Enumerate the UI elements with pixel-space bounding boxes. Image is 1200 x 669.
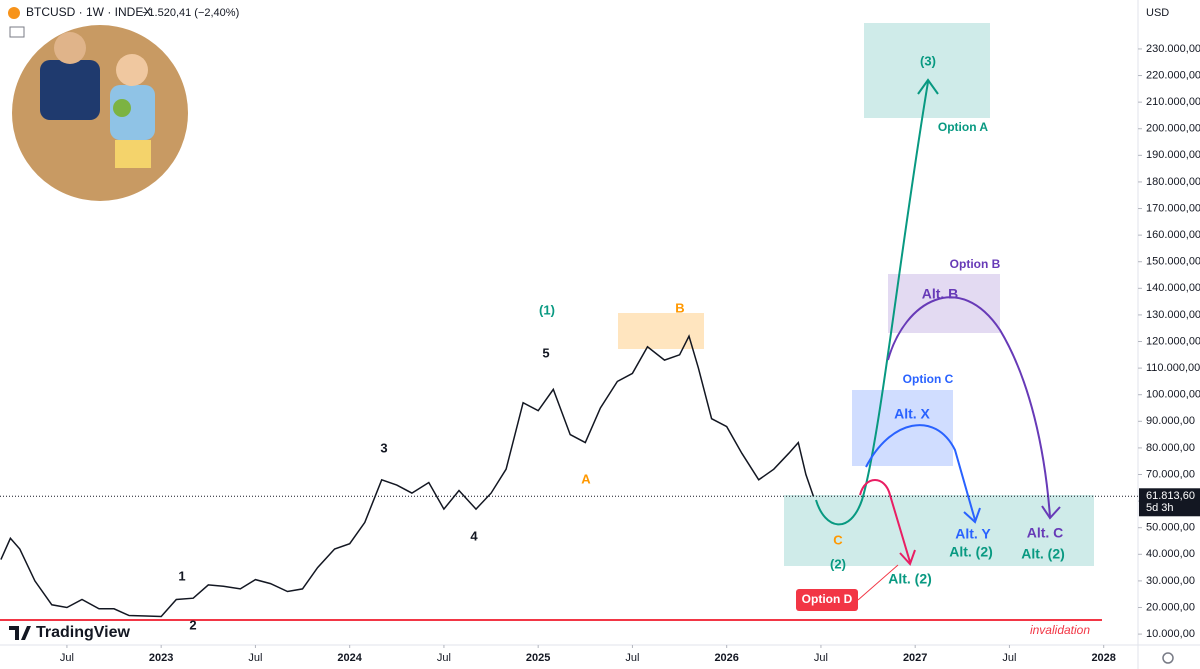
y-tick-label: 230.000,00 <box>1146 43 1200 55</box>
annotation: C <box>833 532 843 547</box>
path-option-d <box>859 479 911 563</box>
annotation: 3 <box>380 440 387 455</box>
y-tick-label: 50.000,00 <box>1146 522 1195 534</box>
annotation: Option C <box>903 372 954 386</box>
annotation: B <box>675 300 684 315</box>
y-tick-label: 210.000,00 <box>1146 96 1200 108</box>
price-tag <box>1139 488 1200 517</box>
annotation: 5 <box>542 345 549 360</box>
avatar-figure <box>110 85 155 140</box>
arrowhead <box>899 549 916 566</box>
last-price-label: 61.813,60 <box>1146 490 1195 502</box>
x-tick-label: 2028 <box>1091 652 1115 664</box>
y-tick-label: 180.000,00 <box>1146 176 1200 188</box>
x-tick-label: Jul <box>814 652 828 664</box>
y-tick-label: 40.000,00 <box>1146 548 1195 560</box>
symbol: BTCUSD · 1W · INDEX <box>26 5 151 19</box>
arrowhead <box>963 507 981 524</box>
arrowhead <box>917 78 939 95</box>
path-option-b <box>887 296 1051 518</box>
brand-logo <box>9 626 31 640</box>
annotation: 2 <box>189 617 196 632</box>
avatar-figure <box>54 32 86 64</box>
avatar-figure <box>40 60 100 120</box>
annotation: Alt. (2) <box>949 544 993 560</box>
y-tick-label: 150.000,00 <box>1146 256 1200 268</box>
y-tick-label: 20.000,00 <box>1146 601 1195 613</box>
settings-icon[interactable] <box>1162 652 1174 664</box>
label-box <box>796 589 858 611</box>
currency: USD <box>1146 7 1169 19</box>
avatar-figure <box>116 54 148 86</box>
annotation: A <box>581 471 591 486</box>
y-tick-label: 190.000,00 <box>1146 149 1200 161</box>
x-tick-label: 2026 <box>714 652 738 664</box>
annotation: Option A <box>938 120 989 134</box>
annotation: Option D <box>802 592 853 606</box>
x-tick-label: 2024 <box>337 652 362 664</box>
y-tick-label: 30.000,00 <box>1146 575 1195 587</box>
y-tick-label: 10.000,00 <box>1146 628 1195 640</box>
annotation: Alt. (2) <box>1021 546 1065 562</box>
annotation: Option B <box>950 257 1001 271</box>
x-tick-label: Jul <box>437 652 451 664</box>
x-tick-label: 2027 <box>903 652 927 664</box>
arrowhead <box>1041 505 1061 520</box>
y-tick-label: 200.000,00 <box>1146 123 1200 135</box>
y-tick-label: 140.000,00 <box>1146 282 1200 294</box>
y-tick-label: 130.000,00 <box>1146 309 1200 321</box>
y-tick-label: 120.000,00 <box>1146 335 1200 347</box>
y-tick-label: 110.000,00 <box>1146 362 1200 374</box>
target-box <box>618 313 704 349</box>
y-tick-label: 220.000,00 <box>1146 69 1200 81</box>
path-option-a <box>815 81 929 526</box>
annotation: Alt. Y <box>955 526 991 542</box>
annotation: (3) <box>920 53 936 68</box>
price-line <box>0 334 815 618</box>
annotation: 1 <box>178 568 185 583</box>
avatar <box>12 25 188 201</box>
y-tick-label: 170.000,00 <box>1146 202 1200 214</box>
annotation: Alt. C <box>1027 525 1064 541</box>
countdown: 5d 3h <box>1146 502 1174 514</box>
y-tick-label: 90.000,00 <box>1146 415 1195 427</box>
annotation: 4 <box>470 528 478 543</box>
x-tick-label: Jul <box>1002 652 1016 664</box>
annotation: Alt. X <box>894 406 930 422</box>
annotation: (2) <box>830 556 846 571</box>
x-tick-label: 2025 <box>526 652 550 664</box>
y-tick-label: 70.000,00 <box>1146 468 1195 480</box>
pointer <box>857 564 899 601</box>
x-tick-label: Jul <box>60 652 74 664</box>
collapse-icon <box>9 26 25 38</box>
x-tick-label: Jul <box>625 652 639 664</box>
annotation: Alt. B <box>922 286 959 302</box>
y-tick-label: 80.000,00 <box>1146 442 1195 454</box>
change: −1.520,41 (−2,40%) <box>142 7 239 19</box>
x-tick-label: 2023 <box>149 652 173 664</box>
x-tick-label: Jul <box>248 652 262 664</box>
y-tick-label: 160.000,00 <box>1146 229 1200 241</box>
annotation: (1) <box>539 302 555 317</box>
avatar-figure <box>115 140 151 168</box>
annotation: Alt. (2) <box>888 571 932 587</box>
path-option-c <box>865 424 976 521</box>
y-tick-label: 100.000,00 <box>1146 389 1200 401</box>
annotation: invalidation <box>1030 623 1090 637</box>
brand: TradingView <box>36 624 131 641</box>
symbol-icon <box>8 7 20 19</box>
avatar-figure <box>113 99 131 117</box>
target-box <box>864 23 990 118</box>
